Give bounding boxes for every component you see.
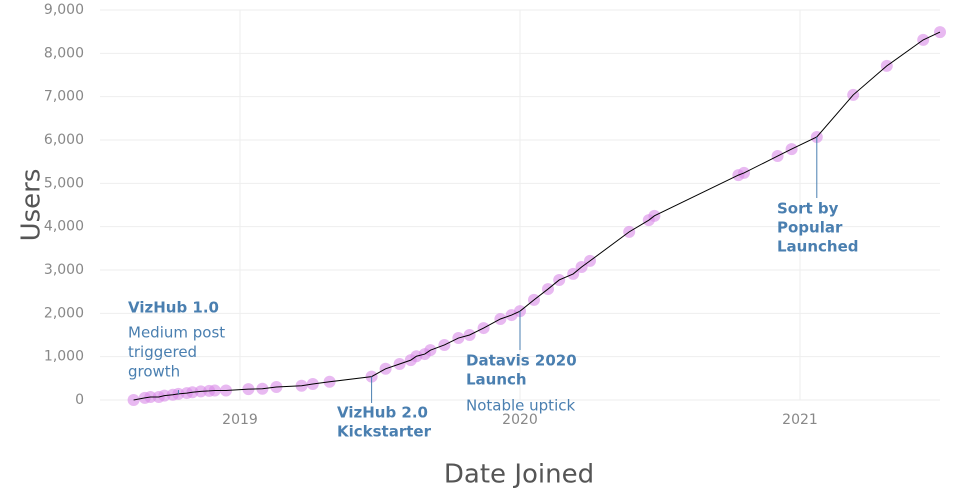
y-tick-label: 6,000 [44,132,84,148]
grid [100,9,940,401]
annotation-note: Notable uptick [466,397,575,415]
annotation-note: triggered [128,343,197,361]
y-tick-label: 0 [75,392,84,408]
x-tick-label: 2020 [502,412,538,428]
y-tick-label: 7,000 [44,89,84,105]
y-tick-label: 4,000 [44,219,84,235]
y-tick-label: 9,000 [44,2,84,18]
line [133,31,941,401]
y-tick-label: 8,000 [44,45,84,61]
annotation-title: VizHub 2.0 [337,404,428,422]
y-axis-title: Users [17,169,47,242]
x-axis-title: Date Joined [444,460,594,490]
annotation-title: VizHub 1.0 [128,299,219,317]
x-tick-label: 2019 [222,412,258,428]
annotation-title: Launched [777,238,859,256]
annotation-title: Kickstarter [337,423,432,441]
y-tick-label: 1,000 [44,349,84,365]
annotation-title: Popular [777,219,843,237]
annotation-note: growth [128,363,180,381]
x-tick-label: 2021 [782,412,818,428]
annotation-note: Medium post [128,324,225,342]
y-tick-label: 5,000 [44,175,84,191]
y-tick-label: 2,000 [44,305,84,321]
annotation-title: Launch [466,371,527,389]
y-tick-label: 3,000 [44,262,84,278]
annotation-title: Sort by [777,200,839,218]
annotation-title: Datavis 2020 [466,352,577,370]
